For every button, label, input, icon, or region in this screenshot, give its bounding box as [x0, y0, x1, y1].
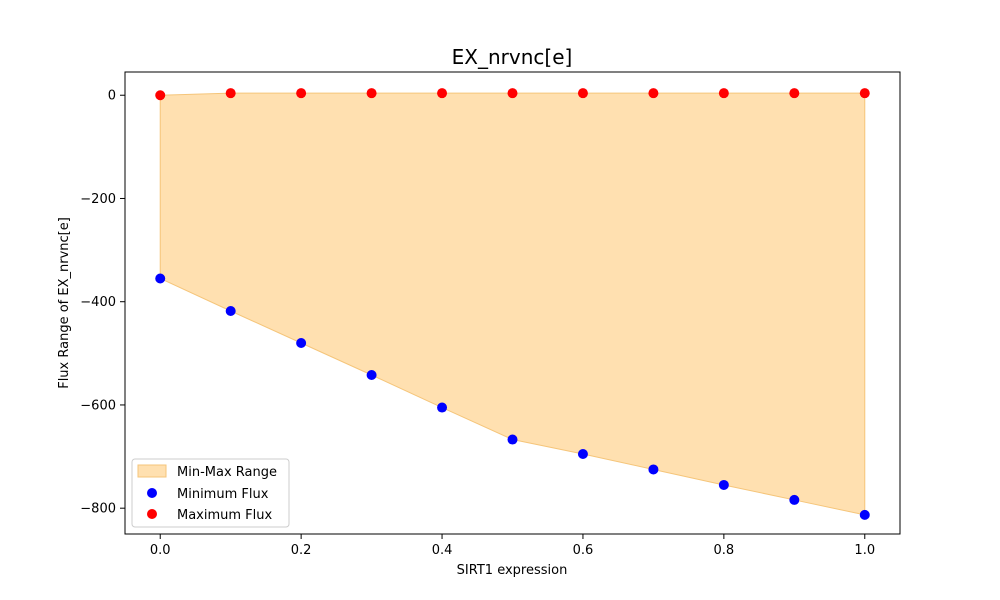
- chart-title: EX_nrvnc[e]: [452, 45, 573, 69]
- y-axis-ticks: 0 −200 −400 −600 −800: [80, 89, 125, 517]
- plot-frame: [124, 71, 901, 535]
- min-flux-point: [718, 479, 729, 490]
- x-tick-label: 0.8: [714, 543, 735, 558]
- max-flux-point: [155, 90, 166, 101]
- legend-box: [131, 458, 290, 528]
- max-flux-point: [225, 88, 236, 99]
- min-flux-point: [507, 434, 518, 445]
- x-axis-label: SIRT1 expression: [457, 563, 568, 578]
- max-flux-point: [648, 88, 659, 99]
- y-tick-label: −600: [80, 398, 116, 413]
- x-tick-label: 0.2: [291, 543, 312, 558]
- legend-max-label: Maximum Flux: [177, 508, 273, 523]
- legend-range-swatch: [137, 464, 167, 478]
- x-tick-label: 0.4: [432, 543, 453, 558]
- legend-min-label: Minimum Flux: [177, 487, 269, 502]
- min-flux-point: [296, 338, 307, 349]
- fill-layer: [159, 92, 866, 516]
- max-flux-point: [718, 88, 729, 99]
- max-flux-point: [507, 88, 518, 99]
- max-flux-point: [366, 88, 377, 99]
- points-layer: [155, 88, 870, 520]
- legend-max-marker: [147, 509, 157, 519]
- legend-min-marker: [147, 488, 157, 498]
- min-flux-point: [437, 402, 448, 413]
- legend-range-label: Min-Max Range: [177, 465, 277, 480]
- x-axis-ticks: 0.0 0.2 0.4 0.6 0.8 1.0: [150, 534, 875, 558]
- y-tick-label: −200: [80, 192, 116, 207]
- y-tick-label: −800: [80, 502, 116, 517]
- min-flux-point: [225, 306, 236, 316]
- min-flux-point: [366, 370, 377, 381]
- x-tick-label: 0.6: [573, 543, 594, 558]
- max-flux-point: [859, 88, 870, 99]
- y-tick-label: 0: [108, 89, 116, 104]
- x-tick-label: 0.0: [150, 543, 171, 558]
- x-tick-label: 1.0: [854, 543, 875, 558]
- min-max-range-area: [159, 92, 866, 516]
- min-flux-point: [648, 464, 659, 475]
- legend: Min-Max Range Minimum Flux Maximum Flux: [131, 458, 290, 528]
- min-flux-point: [155, 273, 166, 284]
- min-flux-point: [789, 494, 800, 505]
- min-flux-point: [859, 509, 870, 520]
- max-flux-point: [296, 88, 307, 99]
- max-flux-point: [789, 88, 800, 99]
- max-flux-point: [577, 88, 588, 99]
- max-flux-point: [437, 88, 448, 99]
- min-flux-point: [577, 448, 588, 459]
- y-axis-label: Flux Range of EX_nrvnc[e]: [57, 217, 72, 389]
- y-tick-label: −400: [80, 295, 116, 310]
